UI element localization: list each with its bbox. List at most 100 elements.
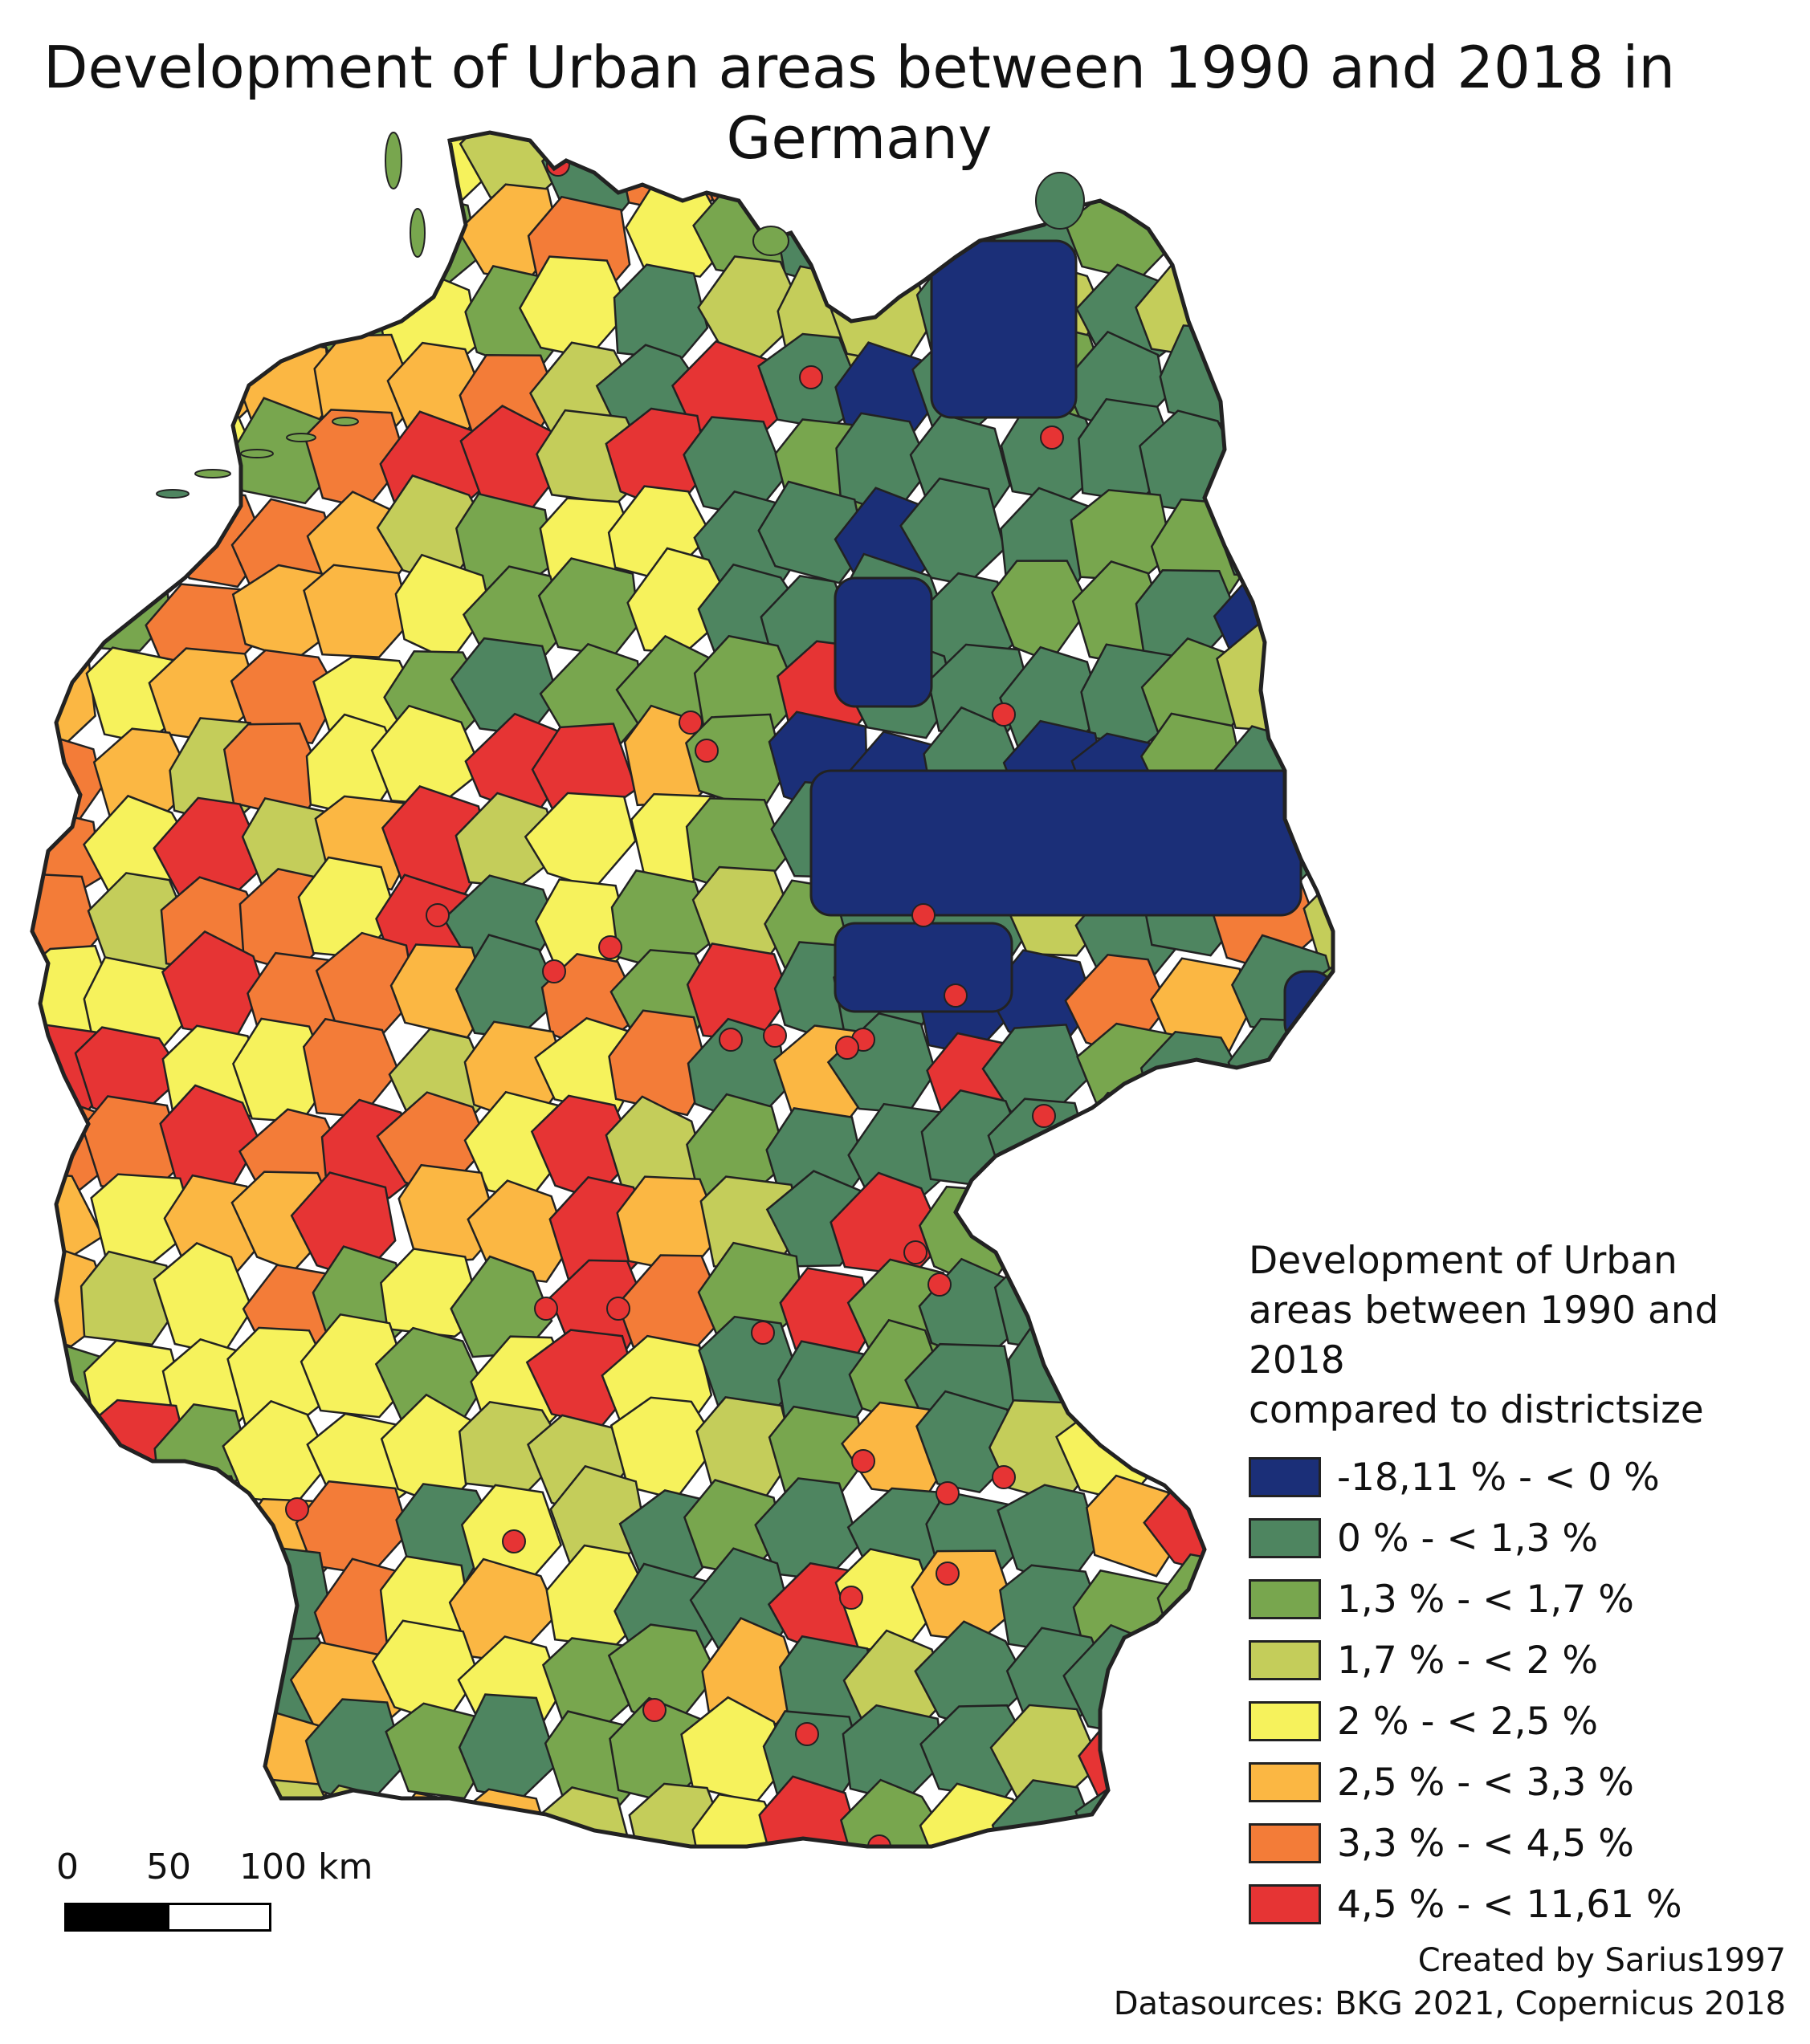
district	[75, 332, 185, 439]
legend-title: Development of Urban areas between 1990 …	[1249, 1236, 1779, 1435]
district	[1294, 252, 1333, 353]
urban-district-marker	[1040, 425, 1064, 450]
island	[385, 132, 402, 189]
district	[1213, 483, 1319, 577]
district	[32, 1625, 90, 1719]
district-negative-development	[930, 239, 1078, 419]
urban-district-marker	[534, 1297, 558, 1321]
district	[523, 1786, 634, 1847]
credits: Created by Sarius1997 Datasources: BKG 2…	[1114, 1939, 1786, 2026]
district	[92, 132, 197, 210]
district	[684, 1859, 787, 1954]
credits-datasources: Datasources: BKG 2021, Copernicus 2018	[1113, 1985, 1786, 2022]
district	[1143, 1103, 1253, 1210]
district	[89, 1717, 197, 1822]
legend-label: 2,5 % - < 3,3 %	[1337, 1760, 1634, 1805]
map-title-line-2: Germany	[726, 104, 993, 172]
island	[156, 489, 190, 499]
scale-label-0: 0	[56, 1847, 79, 1887]
district	[1144, 1623, 1247, 1727]
urban-district-marker	[911, 903, 936, 927]
district	[1136, 1187, 1244, 1289]
district	[1145, 1390, 1258, 1496]
legend-title-line-2: areas between 1990 and 2018	[1249, 1289, 1719, 1382]
urban-district-marker	[751, 1321, 775, 1345]
urban-district-marker	[695, 739, 719, 763]
district	[32, 132, 116, 220]
urban-district-marker	[763, 1024, 787, 1048]
district	[230, 649, 340, 745]
north-sea-islands	[156, 132, 1085, 499]
urban-district-marker	[851, 1449, 875, 1473]
map-legend: Development of Urban areas between 1990 …	[1249, 1236, 1779, 1935]
district	[1138, 1704, 1248, 1811]
urban-district-marker	[679, 711, 703, 735]
district	[539, 1873, 647, 1971]
scale-bar-black-segment	[64, 1903, 167, 1932]
district	[456, 1859, 561, 1961]
district	[32, 1492, 111, 1600]
district	[1286, 711, 1333, 815]
district	[32, 1397, 102, 1496]
district	[993, 1256, 1104, 1354]
island	[332, 417, 359, 426]
district	[233, 1545, 332, 1651]
scale-bar: 0 50 100 km	[56, 1847, 373, 1959]
urban-district-marker	[598, 935, 622, 959]
urban-district-marker	[903, 1240, 927, 1264]
district	[608, 1009, 711, 1117]
district	[606, 1863, 716, 1972]
district-negative-development	[834, 576, 933, 708]
district-negative-development	[809, 769, 1302, 917]
district	[1140, 1325, 1249, 1435]
legend-item: 4,5 % - < 11,61 %	[1249, 1874, 1779, 1935]
legend-swatch	[1249, 1579, 1321, 1619]
district	[756, 132, 857, 200]
district	[1209, 254, 1320, 352]
district	[32, 334, 100, 439]
district	[1300, 648, 1333, 758]
credits-author: Created by Sarius1997	[1417, 1942, 1786, 1979]
urban-district-marker	[502, 1529, 526, 1553]
district	[757, 480, 866, 584]
district	[1074, 132, 1172, 212]
district	[1085, 1474, 1179, 1578]
urban-district-marker	[606, 1297, 630, 1321]
district	[1291, 1018, 1333, 1122]
district	[1303, 181, 1333, 285]
legend-label: 1,3 % - < 1,7 %	[1337, 1577, 1634, 1622]
district	[1295, 417, 1333, 526]
district	[1291, 573, 1333, 677]
urban-district-marker	[936, 1481, 960, 1505]
district	[1066, 1260, 1169, 1366]
district	[146, 1474, 252, 1574]
district	[1216, 132, 1325, 207]
island	[410, 208, 426, 258]
urban-district-marker	[719, 1028, 743, 1052]
legend-swatch	[1249, 1640, 1321, 1680]
district	[80, 173, 189, 276]
district	[1302, 1108, 1333, 1212]
district	[153, 190, 262, 294]
island	[194, 469, 231, 478]
urban-district-marker	[992, 1465, 1016, 1489]
district	[839, 1778, 949, 1847]
district	[1152, 1853, 1250, 1949]
district	[160, 1550, 258, 1642]
district	[32, 1171, 104, 1264]
island	[286, 433, 316, 442]
scale-label-100: 100 km	[239, 1847, 373, 1887]
district	[395, 1867, 495, 1959]
district	[991, 1779, 1099, 1847]
legend-swatch	[1249, 1518, 1321, 1558]
urban-district-marker	[285, 1497, 309, 1521]
legend-label: -18,11 % - < 0 %	[1337, 1455, 1660, 1500]
urban-district-marker	[426, 903, 450, 927]
district	[397, 1163, 499, 1264]
district	[1074, 1780, 1179, 1847]
district	[79, 1250, 181, 1346]
district	[467, 1179, 570, 1283]
legend-label: 2 % - < 2,5 %	[1337, 1699, 1599, 1744]
district	[1293, 328, 1333, 438]
urban-district-marker	[927, 1272, 952, 1297]
